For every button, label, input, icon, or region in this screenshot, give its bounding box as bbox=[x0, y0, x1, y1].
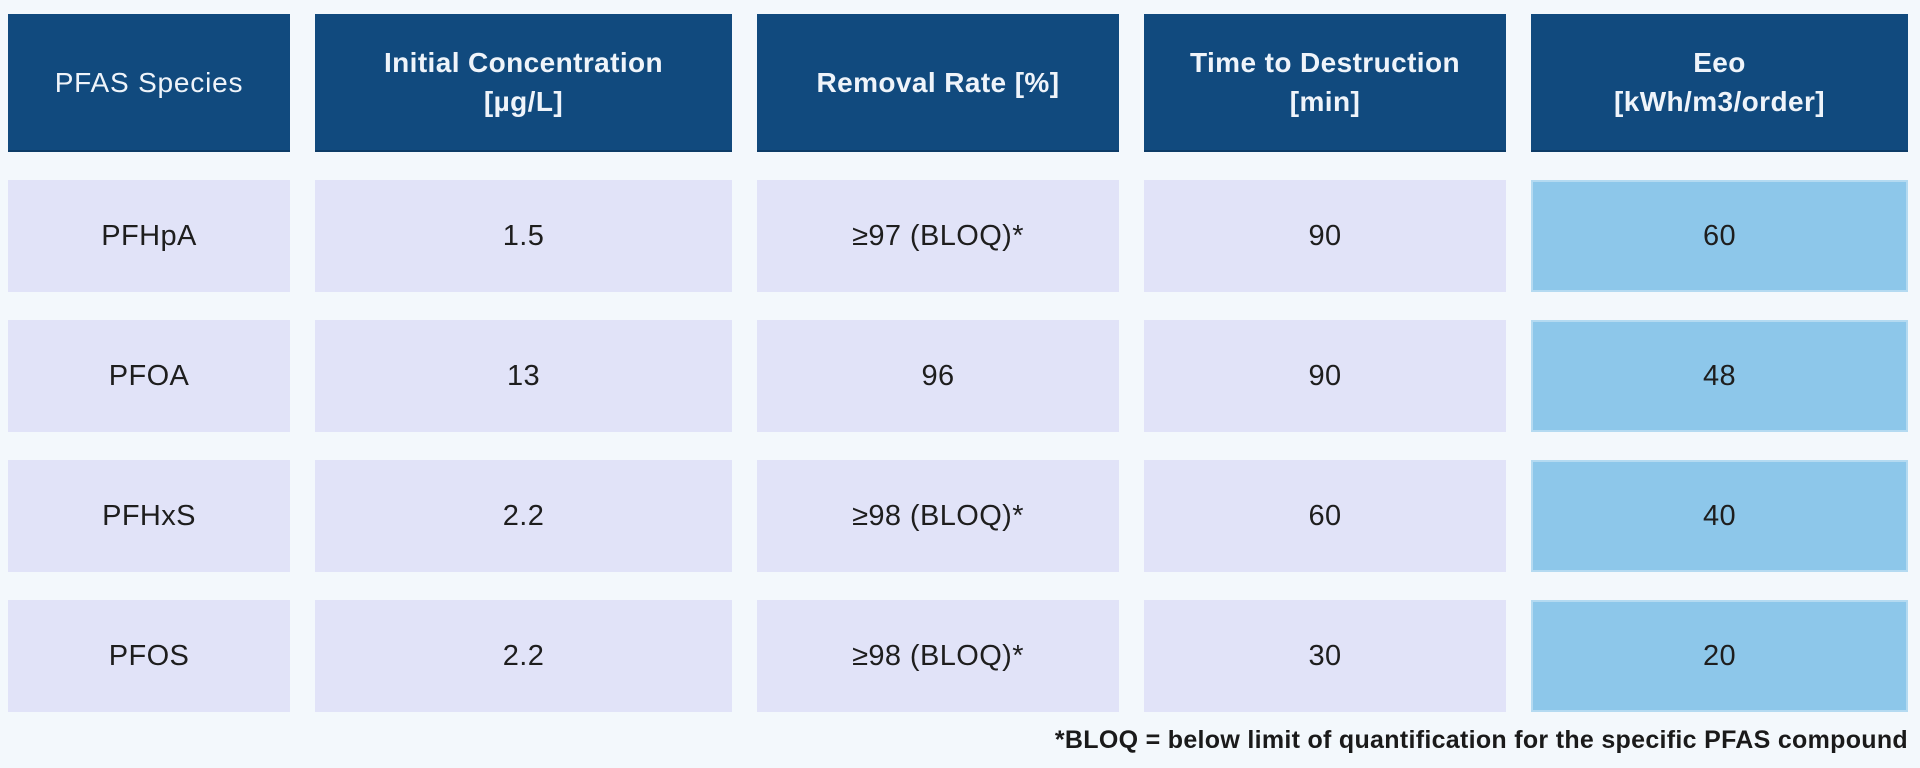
cell-time-to-destruction: 90 bbox=[1144, 320, 1506, 432]
cell-time-to-destruction: 90 bbox=[1144, 180, 1506, 292]
column-header-label: Initial Concentration bbox=[383, 47, 664, 79]
column-header-label: Time to Destruction bbox=[1189, 47, 1460, 79]
column-header-label: PFAS Species bbox=[54, 66, 244, 98]
column-header-unit: [kWh/m3/order] bbox=[1614, 86, 1825, 117]
cell-eeo: 20 bbox=[1531, 600, 1908, 712]
cell-time-to-destruction: 30 bbox=[1144, 600, 1506, 712]
cell-species: PFHpA bbox=[8, 180, 290, 292]
cell-eeo: 48 bbox=[1531, 320, 1908, 432]
column-header-unit: [min] bbox=[1289, 86, 1361, 117]
column-header-eeo: Eeo [kWh/m3/order] bbox=[1531, 14, 1908, 152]
cell-initial-concentration: 2.2 bbox=[315, 600, 732, 712]
column-header-unit: [µg/L] bbox=[483, 86, 564, 117]
pfas-results-table: PFAS Species Initial Concentration [µg/L… bbox=[8, 14, 1908, 712]
cell-eeo: 60 bbox=[1531, 180, 1908, 292]
cell-removal-rate: ≥97 (BLOQ)* bbox=[757, 180, 1119, 292]
cell-removal-rate: ≥98 (BLOQ)* bbox=[757, 600, 1119, 712]
cell-eeo: 40 bbox=[1531, 460, 1908, 572]
cell-species: PFOS bbox=[8, 600, 290, 712]
cell-species: PFHxS bbox=[8, 460, 290, 572]
column-header-initial-concentration: Initial Concentration [µg/L] bbox=[315, 14, 732, 152]
cell-removal-rate: 96 bbox=[757, 320, 1119, 432]
bloq-footnote: *BLOQ = below limit of quantification fo… bbox=[1054, 726, 1908, 754]
column-header-removal-rate: Removal Rate [%] bbox=[757, 14, 1119, 152]
cell-species: PFOA bbox=[8, 320, 290, 432]
cell-removal-rate: ≥98 (BLOQ)* bbox=[757, 460, 1119, 572]
cell-time-to-destruction: 60 bbox=[1144, 460, 1506, 572]
cell-initial-concentration: 13 bbox=[315, 320, 732, 432]
column-header-label: Eeo bbox=[1693, 47, 1746, 79]
column-header-label: Removal Rate [%] bbox=[816, 66, 1060, 98]
cell-initial-concentration: 1.5 bbox=[315, 180, 732, 292]
column-header-pfas-species: PFAS Species bbox=[8, 14, 290, 152]
cell-initial-concentration: 2.2 bbox=[315, 460, 732, 572]
column-header-time-to-destruction: Time to Destruction [min] bbox=[1144, 14, 1506, 152]
